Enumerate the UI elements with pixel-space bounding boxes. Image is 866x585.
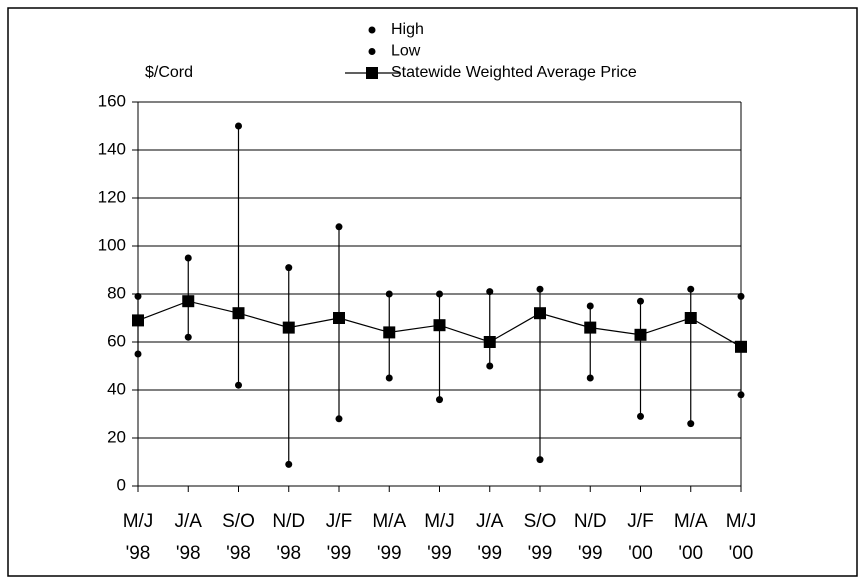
data-point [634, 328, 647, 341]
data-point [735, 340, 747, 353]
data-point [285, 460, 293, 468]
x-tick-label: M/J [123, 511, 154, 532]
x-tick-label: '99 [578, 543, 603, 564]
data-point [235, 381, 242, 389]
data-point [687, 285, 695, 293]
data-point [282, 321, 295, 334]
data-point [132, 314, 144, 327]
chart-border [7, 7, 858, 577]
data-point [385, 290, 393, 298]
data-point [637, 412, 644, 420]
data-point [737, 292, 745, 300]
data-point [483, 336, 496, 348]
x-tick-label: M/J [726, 511, 757, 532]
data-point [184, 333, 192, 341]
x-tick-label: '99 [477, 543, 502, 564]
data-point [134, 350, 142, 358]
data-point [235, 122, 242, 130]
y-tick-label: 160 [98, 91, 126, 110]
data-point [684, 312, 697, 324]
legend-label: Low [391, 43, 421, 60]
data-point [383, 326, 396, 339]
x-tick-label: '00 [729, 543, 754, 564]
y-tick-label: 80 [107, 283, 126, 302]
y-tick-label: 40 [107, 379, 126, 398]
data-point [534, 307, 546, 320]
data-point [486, 288, 494, 296]
x-tick-label: '99 [377, 543, 402, 564]
data-point [737, 391, 745, 399]
data-point [182, 295, 195, 308]
legend-marker [368, 26, 376, 34]
x-tick-label: M/J [424, 511, 455, 532]
data-point [335, 415, 343, 423]
y-axis-label: $/Cord [145, 64, 193, 81]
x-tick-label: '98 [176, 543, 201, 564]
x-tick-label: S/O [222, 511, 255, 532]
data-point [586, 302, 594, 310]
data-point [232, 307, 245, 320]
x-tick-label: J/A [476, 511, 504, 532]
x-tick-label: '98 [276, 543, 301, 564]
x-tick-label: M/A [372, 511, 406, 532]
data-point [335, 223, 343, 231]
x-tick-label: S/O [524, 511, 557, 532]
legend-marker [366, 67, 378, 79]
legend-label: Statewide Weighted Average Price [391, 64, 637, 81]
x-tick-label: '00 [628, 543, 653, 564]
data-point [184, 254, 192, 262]
data-point [536, 456, 544, 464]
y-tick-label: 20 [107, 427, 126, 446]
x-tick-label: M/A [674, 511, 708, 532]
x-tick-label: '99 [327, 543, 352, 564]
data-point [436, 396, 443, 404]
x-tick-label: J/A [175, 511, 203, 532]
data-point [584, 321, 597, 334]
data-point [385, 374, 393, 382]
y-tick-label: 100 [98, 235, 126, 254]
x-tick-label: '98 [126, 543, 151, 564]
x-tick-label: '00 [678, 543, 703, 564]
x-tick-label: '98 [226, 543, 251, 564]
data-point [333, 312, 345, 324]
data-point [586, 374, 594, 382]
data-point [436, 290, 443, 298]
y-tick-label: 60 [107, 331, 126, 350]
data-point [486, 362, 494, 370]
x-tick-label: '99 [528, 543, 553, 564]
legend-label: High [391, 21, 424, 38]
data-point [536, 285, 544, 293]
data-point [687, 420, 695, 428]
x-tick-label: J/F [326, 511, 352, 532]
data-point [134, 292, 142, 300]
x-tick-label: N/D [272, 511, 305, 532]
y-tick-label: 140 [98, 139, 126, 158]
legend-marker [368, 48, 376, 55]
data-point [285, 264, 293, 272]
x-tick-label: J/F [627, 511, 653, 532]
data-point [637, 297, 644, 305]
x-tick-label: '99 [427, 543, 452, 564]
y-tick-label: 0 [117, 475, 126, 494]
data-point [433, 319, 446, 332]
y-tick-label: 120 [98, 187, 126, 206]
x-tick-label: N/D [574, 511, 607, 532]
